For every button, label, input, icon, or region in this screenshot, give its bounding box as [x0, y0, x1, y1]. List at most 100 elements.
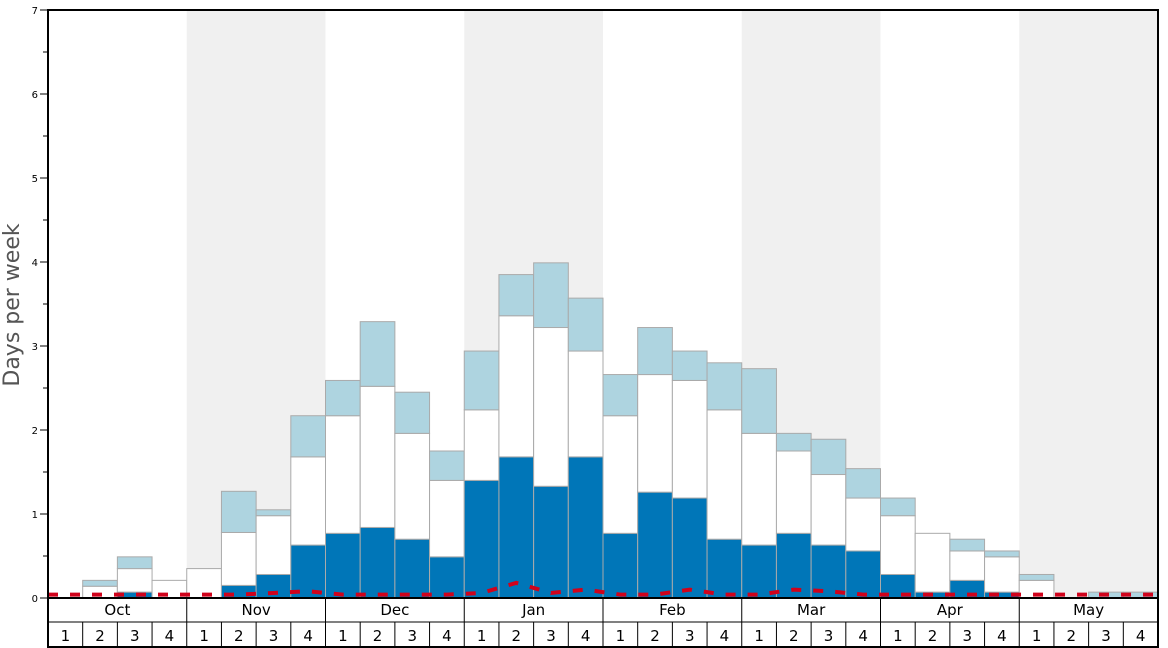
y-tick-label: 6 — [32, 90, 38, 101]
bar-week15-series2 — [533, 327, 569, 487]
bar-week28-series3 — [984, 550, 1020, 558]
bar-week9-series1 — [325, 532, 361, 599]
bar-week18-series3 — [637, 327, 673, 376]
week-label: 4 — [303, 627, 313, 645]
bar-week18-series2 — [637, 374, 673, 493]
bar-week12-series2 — [429, 479, 465, 558]
bar-week24-series2 — [845, 497, 881, 552]
week-label: 4 — [442, 627, 452, 645]
week-label: 1 — [477, 627, 487, 645]
average-line — [48, 580, 1158, 597]
bar-week22-series1 — [775, 532, 812, 599]
bar-week25-series3 — [880, 497, 916, 517]
y-tick-label: 0 — [32, 594, 38, 605]
week-label: 4 — [581, 627, 591, 645]
bar-week21-series1 — [741, 544, 777, 599]
bar-week8-series3 — [290, 415, 326, 458]
week-label: 4 — [165, 627, 175, 645]
bar-week10-series3 — [359, 321, 396, 387]
y-tick-label: 1 — [32, 510, 38, 521]
bar-week16-series2 — [567, 350, 604, 458]
week-label: 3 — [1101, 627, 1111, 645]
bar-week3-series2 — [116, 568, 153, 593]
week-label: 4 — [1136, 627, 1146, 645]
bar-week18-series1 — [637, 491, 673, 599]
bar-week8-series1 — [290, 544, 326, 599]
week-label: 2 — [373, 627, 383, 645]
month-label-nov: Nov — [241, 601, 270, 619]
week-label: 3 — [685, 627, 695, 645]
bar-week29-series3 — [1018, 573, 1055, 581]
week-label: 3 — [962, 627, 972, 645]
bar-week16-series3 — [567, 297, 604, 352]
bar-week19-series3 — [671, 350, 708, 381]
bar-week12-series3 — [429, 450, 465, 481]
bar-week22-series3 — [775, 432, 812, 452]
week-label: 2 — [95, 627, 105, 645]
y-tick-label: 5 — [32, 174, 38, 185]
week-label: 3 — [546, 627, 556, 645]
week-label: 1 — [754, 627, 764, 645]
week-label: 3 — [407, 627, 417, 645]
bar-week21-series3 — [741, 368, 777, 434]
bar-week10-series1 — [359, 526, 396, 599]
bar-week16-series1 — [567, 456, 604, 599]
average-line-layer — [48, 580, 1158, 597]
month-label-oct: Oct — [104, 601, 130, 619]
bar-week25-series2 — [880, 515, 916, 575]
month-label-mar: Mar — [797, 601, 826, 619]
y-tick-label: 3 — [32, 342, 38, 353]
bar-week15-series1 — [533, 485, 569, 599]
bar-week9-series3 — [325, 379, 361, 417]
bar-week19-series2 — [671, 379, 708, 499]
bar-week22-series2 — [775, 450, 812, 534]
bar-week14-series3 — [498, 274, 535, 317]
week-label: 4 — [997, 627, 1007, 645]
week-label: 2 — [789, 627, 799, 645]
bar-week6-series3 — [220, 490, 257, 533]
y-tick-label: 7 — [32, 6, 38, 17]
bar-week17-series3 — [602, 374, 639, 417]
bar-week23-series3 — [810, 438, 847, 476]
bar-week20-series3 — [706, 362, 743, 411]
y-axis-label: Days per week — [0, 223, 25, 386]
bar-week8-series2 — [290, 456, 326, 546]
week-label: 3 — [130, 627, 140, 645]
bar-week2-series3 — [82, 579, 118, 587]
x-axis: Oct Nov Dec Jan Feb Mar Apr May 1 2 3 4 1 2 3 4 1 2 3 4 1 2 3 4… — [47, 597, 1159, 648]
month-label-dec: Dec — [380, 601, 409, 619]
week-label: 2 — [650, 627, 660, 645]
week-label: 1 — [616, 627, 626, 645]
bar-week7-series3 — [255, 509, 292, 517]
bar-week11-series1 — [394, 538, 431, 599]
bar-week13-series2 — [463, 409, 500, 481]
bar-week21-series2 — [741, 432, 777, 546]
bar-week7-series2 — [255, 515, 292, 575]
bar-week17-series1 — [602, 532, 639, 599]
bar-week27-series3 — [949, 538, 986, 552]
bar-week28-series2 — [984, 556, 1020, 593]
bar-week11-series3 — [394, 391, 431, 434]
bar-week15-series3 — [533, 262, 569, 329]
month-label-may: May — [1073, 601, 1104, 619]
week-label: 2 — [512, 627, 522, 645]
week-label: 1 — [61, 627, 71, 645]
bar-week13-series3 — [463, 350, 500, 411]
bar-week3-series3 — [116, 556, 153, 570]
bar-week12-series1 — [429, 556, 465, 599]
bar-week6-series2 — [220, 531, 257, 586]
week-label: 2 — [1067, 627, 1077, 645]
bar-week19-series1 — [671, 497, 708, 599]
month-band-7 — [1019, 10, 1158, 598]
month-label-apr: Apr — [937, 601, 964, 619]
y-tick-label: 2 — [32, 426, 38, 437]
week-label: 4 — [720, 627, 730, 645]
bar-week14-series1 — [498, 456, 535, 599]
y-tick-label: 4 — [32, 258, 38, 269]
bar-week24-series3 — [845, 468, 881, 499]
bar-week20-series1 — [706, 538, 743, 599]
bar-week27-series2 — [949, 550, 986, 581]
week-label: 1 — [199, 627, 209, 645]
week-label: 2 — [234, 627, 244, 645]
